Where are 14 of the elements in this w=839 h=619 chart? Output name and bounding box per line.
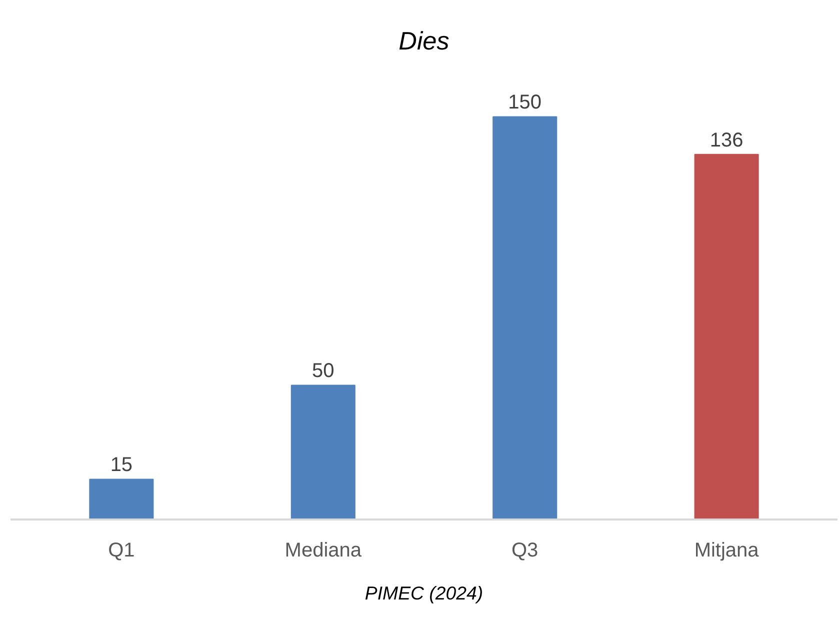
data-label: 150: [508, 92, 542, 114]
x-tick-label: Q1: [108, 540, 135, 562]
text: PIMEC (2024): [364, 582, 484, 604]
x-tick-label: Mediana: [284, 540, 362, 562]
data-label: 50: [312, 360, 334, 382]
bar: [89, 478, 154, 520]
chart-title: Dies: [398, 28, 450, 56]
bar: [492, 116, 558, 520]
bar: [290, 384, 356, 520]
x-tick-label: Mitjana: [694, 540, 760, 562]
data-label: 15: [110, 454, 133, 476]
bar: [694, 154, 759, 520]
x-tick-label: Q3: [512, 540, 538, 562]
data-label: 136: [710, 129, 744, 152]
